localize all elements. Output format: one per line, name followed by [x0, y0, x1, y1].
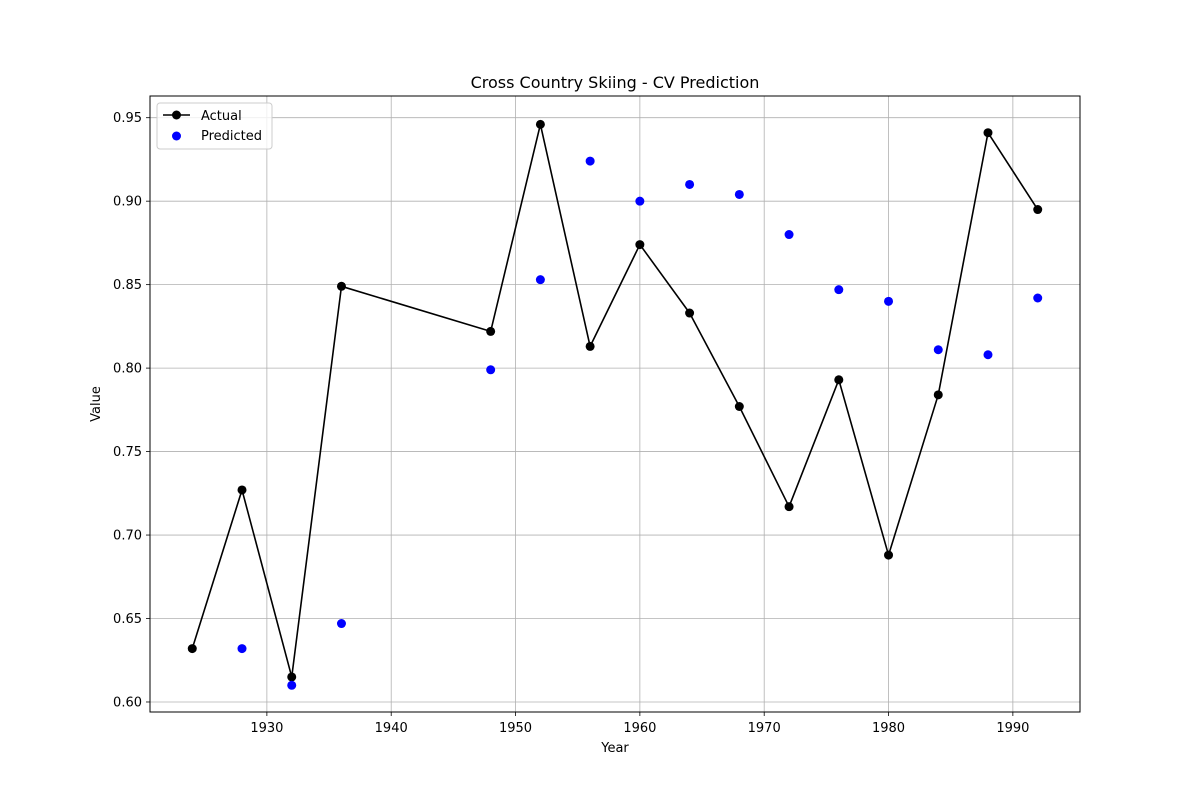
predicted-point: [635, 196, 645, 206]
actual-point: [983, 128, 993, 138]
predicted-point: [336, 619, 346, 629]
grid: [150, 96, 1080, 712]
y-tick-label: 0.60: [113, 695, 142, 710]
y-tick-label: 0.75: [113, 445, 142, 460]
x-tick-label: 1960: [623, 721, 656, 736]
chart-title: Cross Country Skiing - CV Prediction: [471, 73, 760, 92]
legend-actual-label: Actual: [201, 109, 242, 124]
predicted-point: [734, 189, 744, 199]
x-tick-label: 1970: [748, 721, 781, 736]
predicted-point: [933, 345, 943, 355]
actual-point: [237, 485, 247, 495]
y-tick-label: 0.80: [113, 362, 142, 377]
predicted-point: [983, 350, 993, 360]
predicted-point: [486, 365, 496, 375]
y-tick-label: 0.95: [113, 111, 142, 126]
legend-predicted-marker: [172, 131, 181, 141]
predicted-point: [287, 680, 297, 690]
x-tick-label: 1940: [375, 721, 408, 736]
x-tick-label: 1980: [872, 721, 905, 736]
legend-actual-marker: [172, 110, 181, 120]
predicted-point: [585, 156, 595, 166]
actual-point: [187, 644, 197, 654]
actual-point: [287, 672, 297, 682]
predicted-point: [535, 275, 545, 285]
actual-point: [585, 341, 595, 351]
actual-point: [685, 308, 695, 318]
y-tick-label: 0.65: [113, 612, 142, 627]
actual-point: [336, 281, 346, 291]
x-axis-label: Year: [600, 741, 629, 756]
axis-ticks: 1930 1940 1950 1960 1970 1980 1990 0.60 0.65 0.70…: [113, 111, 1029, 736]
actual-point: [884, 550, 894, 560]
predicted-point: [1033, 293, 1043, 303]
predicted-point: [784, 230, 794, 240]
predicted-point: [685, 179, 695, 189]
predicted-point: [834, 285, 844, 295]
actual-line: [191, 123, 1039, 678]
x-tick-label: 1930: [250, 721, 283, 736]
plot-series: [187, 119, 1043, 690]
predicted-point: [237, 644, 247, 654]
predicted-point: [884, 296, 894, 306]
actual-point: [486, 326, 496, 336]
plot-frame: [149, 95, 1081, 713]
actual-point: [933, 390, 943, 400]
actual-point: [1033, 205, 1043, 215]
y-tick-label: 0.85: [113, 278, 142, 293]
y-tick-label: 0.70: [113, 529, 142, 544]
actual-point: [535, 119, 545, 129]
y-tick-label: 0.90: [113, 195, 142, 210]
actual-point: [734, 402, 744, 412]
actual-point: [635, 240, 645, 250]
legend-predicted-label: Predicted: [201, 129, 262, 144]
x-tick-label: 1990: [996, 721, 1029, 736]
actual-point: [834, 375, 844, 385]
y-axis-label: Value: [89, 386, 104, 422]
actual-point: [784, 502, 794, 512]
x-tick-label: 1950: [499, 721, 532, 736]
legend: Actual Predicted: [156, 102, 273, 150]
